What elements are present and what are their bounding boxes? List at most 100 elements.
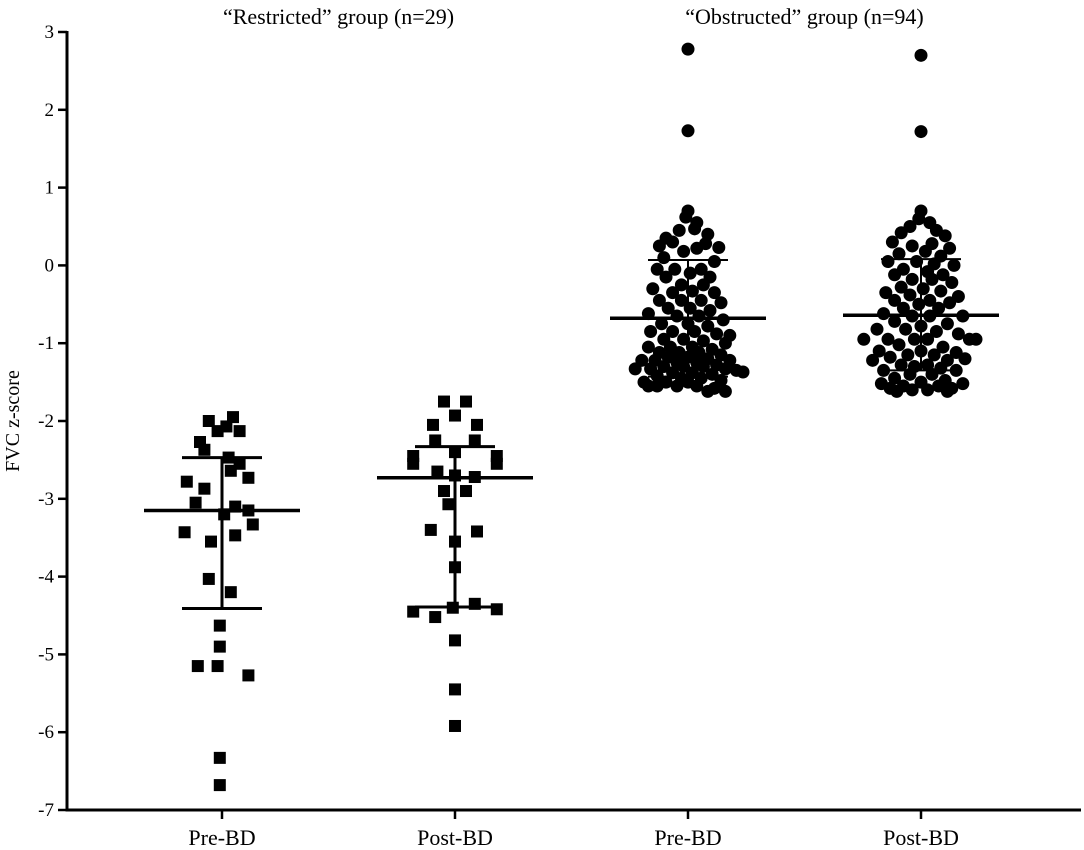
data-point xyxy=(233,425,246,438)
y-tick-label: -2 xyxy=(38,411,54,432)
y-tick-label: -7 xyxy=(38,800,54,821)
data-point xyxy=(427,418,439,431)
data-point xyxy=(659,270,673,284)
y-tick-label: 3 xyxy=(45,22,55,43)
data-point xyxy=(894,280,908,294)
data-point xyxy=(628,362,642,376)
y-axis-title: FVC z-score xyxy=(2,370,24,472)
data-point xyxy=(666,286,680,300)
data-point xyxy=(694,293,708,307)
data-point xyxy=(471,418,483,431)
data-point xyxy=(892,338,906,352)
data-point xyxy=(934,284,948,298)
data-point xyxy=(707,255,721,269)
group-title-restricted: “Restricted” group (n=29) xyxy=(223,4,454,29)
data-point xyxy=(912,212,926,226)
data-point xyxy=(694,262,708,276)
data-point xyxy=(696,360,710,374)
data-point xyxy=(229,500,242,513)
data-point xyxy=(229,529,242,542)
data-point xyxy=(202,572,215,585)
data-point xyxy=(674,278,688,292)
data-point xyxy=(641,340,655,354)
data-point xyxy=(905,272,919,286)
data-point xyxy=(896,301,910,315)
data-point xyxy=(921,332,935,346)
data-point xyxy=(923,293,937,307)
data-point xyxy=(224,464,237,477)
data-point xyxy=(407,605,420,618)
data-point xyxy=(692,309,706,323)
data-point xyxy=(929,325,943,339)
x-category-label: Pre-BD xyxy=(188,825,255,850)
x-category-label: Pre-BD xyxy=(654,825,721,850)
data-point xyxy=(881,332,895,346)
data-point xyxy=(449,634,461,647)
y-tick-label: 0 xyxy=(45,255,55,276)
data-point xyxy=(438,485,450,498)
data-point xyxy=(242,669,255,682)
data-point xyxy=(890,384,904,398)
data-point xyxy=(449,409,461,422)
x-ticks: Pre-BD Post-BD Pre-BD Post-BD xyxy=(188,810,959,850)
series-2 xyxy=(610,42,766,398)
data-point xyxy=(958,352,972,366)
data-point xyxy=(246,518,259,531)
data-point xyxy=(925,272,939,286)
data-point xyxy=(650,262,664,276)
data-point xyxy=(710,327,724,341)
data-point xyxy=(881,255,895,269)
axes: 3 2 1 0 -1 -2 -3 -4 -5 -6 -7 Pre-BD Post-BD Pre-BD Po… xyxy=(38,22,1081,850)
data-point xyxy=(943,296,957,310)
data-point xyxy=(921,383,935,397)
data-point xyxy=(870,322,884,336)
data-point xyxy=(866,353,880,367)
data-point xyxy=(490,603,503,616)
data-point xyxy=(652,293,666,307)
data-point xyxy=(681,42,695,56)
data-point xyxy=(431,465,444,478)
data-point xyxy=(670,379,684,393)
data-point xyxy=(914,125,928,139)
data-point xyxy=(969,332,983,346)
data-point xyxy=(888,268,902,282)
data-point xyxy=(938,229,952,243)
data-point xyxy=(883,350,897,364)
data-point xyxy=(460,395,472,408)
data-point xyxy=(449,719,461,732)
data-point xyxy=(894,226,908,240)
data-point xyxy=(211,425,224,438)
series-layer xyxy=(144,42,999,792)
data-point xyxy=(424,523,437,536)
data-point xyxy=(198,443,211,456)
data-point xyxy=(879,286,893,300)
data-point xyxy=(224,586,237,599)
x-category-label: Post-BD xyxy=(417,825,493,850)
data-point xyxy=(189,496,202,509)
data-point xyxy=(211,660,224,673)
data-point xyxy=(703,304,717,318)
data-point xyxy=(712,241,726,255)
data-point xyxy=(736,365,750,379)
data-point xyxy=(932,301,946,315)
series-3 xyxy=(843,48,999,398)
data-point xyxy=(672,223,686,237)
data-point xyxy=(885,235,899,249)
data-point xyxy=(956,377,970,391)
data-point xyxy=(940,384,954,398)
y-tick-label: -1 xyxy=(38,333,54,354)
data-point xyxy=(449,683,461,696)
y-tick-label: -4 xyxy=(38,567,54,588)
data-point xyxy=(180,475,193,488)
data-point xyxy=(646,282,660,296)
data-point xyxy=(714,296,728,310)
series-0 xyxy=(144,411,300,792)
data-point xyxy=(718,362,732,376)
data-point xyxy=(690,379,704,393)
data-point xyxy=(912,297,926,311)
data-point xyxy=(888,314,902,328)
data-point xyxy=(945,276,959,290)
data-point xyxy=(429,611,442,624)
y-tick-label: -5 xyxy=(38,644,54,665)
